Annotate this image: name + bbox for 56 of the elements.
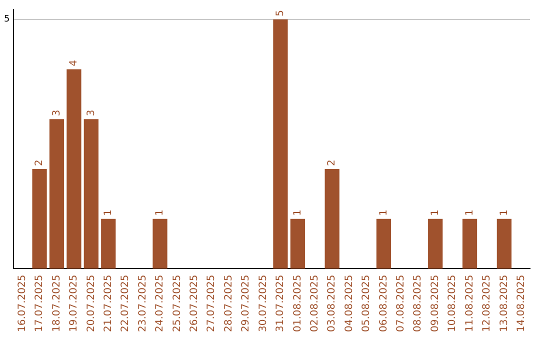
x-tick-label: 05.08.2025 xyxy=(361,274,372,332)
x-tick-label: 17.07.2025 xyxy=(34,274,46,332)
bar xyxy=(462,218,478,269)
data-label: 5 xyxy=(275,10,286,16)
x-tick-label: 10.08.2025 xyxy=(447,274,458,332)
bar xyxy=(152,218,168,269)
x-tick-label: 23.07.2025 xyxy=(137,274,148,332)
x-tick-label: 31.07.2025 xyxy=(275,274,286,332)
x-tick-label: 11.08.2025 xyxy=(464,274,476,332)
x-tick-label: 22.07.2025 xyxy=(120,274,132,332)
bar xyxy=(66,69,82,269)
data-label: 1 xyxy=(498,209,510,216)
x-tick-label: 03.08.2025 xyxy=(326,274,338,332)
data-label: 1 xyxy=(378,209,390,216)
x-tick-label: 07.08.2025 xyxy=(396,274,407,332)
data-label: 1 xyxy=(430,209,441,216)
x-tick-label: 26.07.2025 xyxy=(189,274,200,332)
x-tick-label: 08.08.2025 xyxy=(412,274,424,332)
x-tick-label: 01.08.2025 xyxy=(292,274,304,332)
x-tick-label: 25.07.2025 xyxy=(172,274,183,332)
x-tick-label: 14.08.2025 xyxy=(516,274,527,332)
x-tick-label: 13.08.2025 xyxy=(498,274,510,332)
x-tick-label: 04.08.2025 xyxy=(344,274,355,332)
data-label: 1 xyxy=(464,209,476,216)
x-tick-label: 09.08.2025 xyxy=(430,274,441,332)
bar xyxy=(32,168,47,269)
data-label: 4 xyxy=(68,60,80,66)
x-tick-label: 27.07.2025 xyxy=(206,274,218,332)
data-label: 3 xyxy=(86,110,97,116)
x-tick-label: 12.08.2025 xyxy=(482,274,493,332)
x-tick-label: 02.08.2025 xyxy=(309,274,320,332)
data-label: 3 xyxy=(51,110,62,116)
x-tick-label: 21.07.2025 xyxy=(102,274,114,332)
data-label: 1 xyxy=(102,209,114,216)
x-tick-label: 29.07.2025 xyxy=(240,274,252,332)
bar xyxy=(84,119,98,269)
bar xyxy=(101,218,116,269)
x-tick-label: 18.07.2025 xyxy=(51,274,62,332)
bar xyxy=(428,218,443,269)
x-tick-label: 16.07.2025 xyxy=(16,274,28,332)
x-tick-label: 20.07.2025 xyxy=(86,274,97,332)
data-label: 2 xyxy=(326,160,338,166)
data-label: 2 xyxy=(34,160,46,166)
bar xyxy=(496,218,512,269)
data-label: 1 xyxy=(292,209,304,216)
bar xyxy=(376,218,392,269)
bar xyxy=(49,119,64,269)
data-label: 1 xyxy=(154,209,166,216)
x-tick-label: 30.07.2025 xyxy=(258,274,269,332)
x-tick-label: 06.08.2025 xyxy=(378,274,390,332)
bar xyxy=(324,168,340,269)
bar xyxy=(290,218,305,269)
x-tick-label: 24.07.2025 xyxy=(154,274,166,332)
bar xyxy=(273,19,288,269)
x-tick-label: 28.07.2025 xyxy=(223,274,234,332)
x-tick-label: 19.07.2025 xyxy=(68,274,80,332)
